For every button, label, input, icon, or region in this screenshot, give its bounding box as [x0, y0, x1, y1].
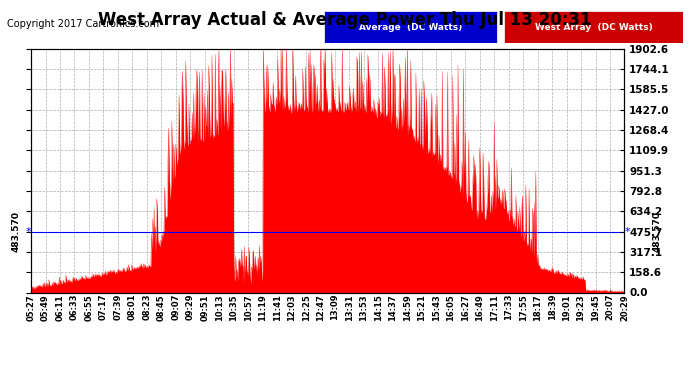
Text: *: *	[26, 226, 31, 237]
FancyBboxPatch shape	[504, 11, 683, 43]
Text: Copyright 2017 Cartronics.com: Copyright 2017 Cartronics.com	[7, 19, 159, 29]
FancyBboxPatch shape	[324, 11, 497, 43]
Text: 483.570: 483.570	[12, 211, 21, 252]
Text: West Array  (DC Watts): West Array (DC Watts)	[535, 22, 652, 32]
Text: West Array Actual & Average Power Thu Jul 13 20:31: West Array Actual & Average Power Thu Ju…	[98, 11, 592, 29]
Text: *: *	[624, 226, 630, 237]
Text: 483.570: 483.570	[653, 211, 662, 252]
Text: Average  (DC Watts): Average (DC Watts)	[359, 22, 462, 32]
